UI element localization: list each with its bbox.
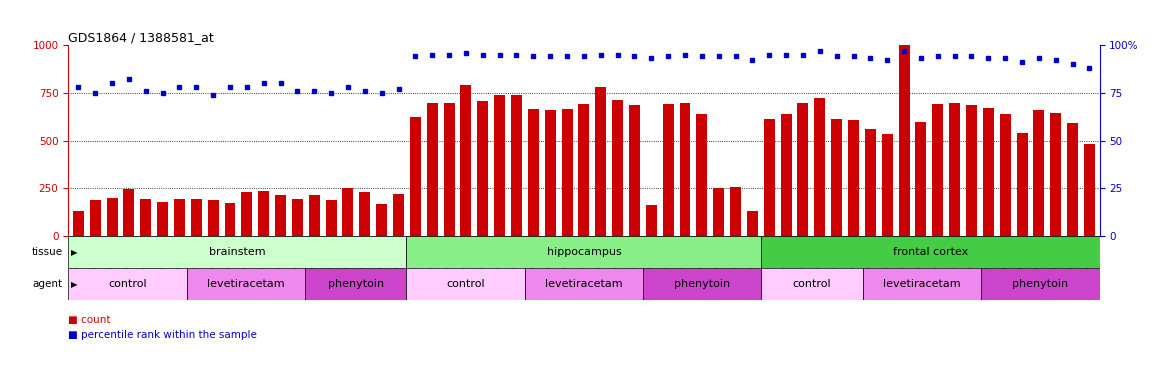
Bar [646,205,656,236]
Text: brainstem: brainstem [209,247,266,257]
Bar [68,236,407,268]
Text: phenytoin: phenytoin [1013,279,1069,289]
Bar [983,108,994,236]
Bar [407,268,524,300]
Text: phenytoin: phenytoin [674,279,730,289]
Bar [512,95,522,236]
Bar [848,120,858,236]
Text: ■ count: ■ count [68,315,111,325]
Bar [797,104,808,236]
Bar [680,104,690,236]
Text: frontal cortex: frontal cortex [893,247,968,257]
Bar [747,211,757,236]
Bar [1067,123,1078,236]
Bar [781,114,791,236]
Bar [528,109,539,236]
Bar [882,134,893,236]
Bar [629,105,640,236]
Bar [292,199,303,236]
Bar [225,203,235,236]
Text: control: control [108,279,147,289]
Bar [410,117,421,236]
Bar [662,104,674,236]
Bar [613,100,623,236]
Bar [68,268,187,300]
Bar [309,195,320,236]
Bar [595,87,606,236]
Text: tissue: tissue [32,247,62,257]
Bar [814,98,826,236]
Bar [174,199,185,236]
Bar [1016,133,1028,236]
Text: control: control [793,279,831,289]
Text: levetiracetam: levetiracetam [544,279,623,289]
Bar [524,268,643,300]
Bar [730,186,741,236]
Bar [376,204,387,236]
Bar [579,104,589,236]
Bar [562,109,573,236]
Bar [191,199,202,236]
Bar [187,268,305,300]
Bar [1034,110,1044,236]
Bar [696,114,707,236]
Bar [544,110,555,236]
Bar [898,45,909,236]
Bar [208,200,219,236]
Bar [1000,114,1010,236]
Bar [241,192,253,236]
Bar [305,268,407,300]
Bar [275,195,286,236]
Bar [863,268,981,300]
Bar [342,188,354,236]
Bar [933,104,943,236]
Text: control: control [446,279,485,289]
Bar [407,236,761,268]
Text: levetiracetam: levetiracetam [883,279,961,289]
Bar [393,194,405,236]
Bar [140,199,152,236]
Bar [360,192,370,236]
Text: ▶: ▶ [71,248,78,257]
Bar [427,104,437,236]
Bar [73,211,83,236]
Bar [89,200,101,236]
Bar [1084,144,1095,236]
Bar [949,104,960,236]
Bar [326,200,336,236]
Text: agent: agent [32,279,62,289]
Bar [981,268,1100,300]
Text: phenytoin: phenytoin [328,279,383,289]
Bar [107,198,118,236]
Bar [965,105,977,236]
Bar [761,236,1100,268]
Bar [494,95,506,236]
Bar [477,101,488,236]
Text: ▶: ▶ [71,280,78,289]
Text: GDS1864 / 1388581_at: GDS1864 / 1388581_at [68,31,214,44]
Bar [761,268,863,300]
Bar [831,118,842,236]
Text: hippocampus: hippocampus [547,247,621,257]
Bar [713,188,724,236]
Bar [864,129,876,236]
Bar [461,85,472,236]
Bar [763,118,775,236]
Bar [1050,113,1061,236]
Bar [643,268,761,300]
Bar [915,122,927,236]
Text: ■ percentile rank within the sample: ■ percentile rank within the sample [68,330,258,340]
Bar [158,202,168,236]
Bar [443,104,455,236]
Bar [123,189,134,236]
Text: levetiracetam: levetiracetam [207,279,285,289]
Bar [259,191,269,236]
